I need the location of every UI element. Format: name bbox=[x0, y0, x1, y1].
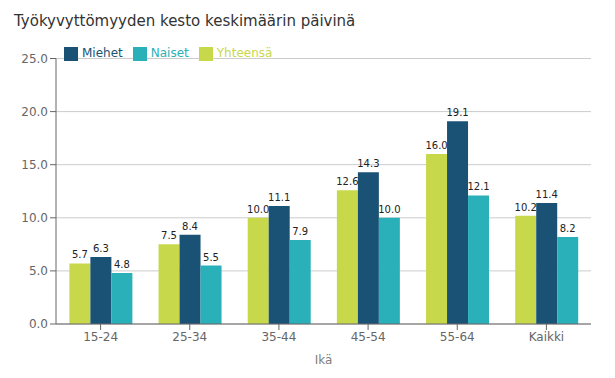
svg-text:5.7: 5.7 bbox=[72, 249, 88, 260]
svg-text:16.0: 16.0 bbox=[425, 140, 447, 151]
svg-text:11.1: 11.1 bbox=[268, 192, 290, 203]
svg-text:14.3: 14.3 bbox=[357, 158, 379, 169]
svg-text:Ikä: Ikä bbox=[315, 353, 333, 367]
html-text:Yhteensä: Yhteensä bbox=[216, 46, 273, 60]
svg-text:4.8: 4.8 bbox=[114, 259, 130, 270]
svg-text:7.5: 7.5 bbox=[161, 230, 177, 241]
svg-text:5.0: 5.0 bbox=[29, 264, 48, 278]
svg-text:10.0: 10.0 bbox=[247, 204, 269, 215]
svg-text:15.0: 15.0 bbox=[21, 158, 48, 172]
svg-text:20.0: 20.0 bbox=[21, 105, 48, 119]
svg-text:25.0: 25.0 bbox=[21, 52, 48, 66]
svg-text:12.1: 12.1 bbox=[467, 181, 489, 192]
html-text:Työkyvyttömyyden kesto keskimä: Työkyvyttömyyden kesto keskimäärin päivi… bbox=[14, 12, 356, 30]
svg-text:8.2: 8.2 bbox=[560, 223, 576, 234]
svg-text:10.0: 10.0 bbox=[378, 204, 400, 215]
svg-text:45-54: 45-54 bbox=[351, 330, 386, 344]
svg-text:8.4: 8.4 bbox=[182, 221, 198, 232]
svg-text:0.0: 0.0 bbox=[29, 317, 48, 331]
svg-text:7.9: 7.9 bbox=[292, 226, 308, 237]
html-text:Miehet: Miehet bbox=[82, 46, 123, 60]
svg-text:6.3: 6.3 bbox=[93, 243, 109, 254]
svg-text:10.2: 10.2 bbox=[515, 202, 537, 213]
svg-text:35-44: 35-44 bbox=[261, 330, 296, 344]
svg-text:Kaikki: Kaikki bbox=[529, 330, 565, 344]
svg-text:10.0: 10.0 bbox=[21, 211, 48, 225]
svg-text:25-34: 25-34 bbox=[172, 330, 207, 344]
svg-text:12.6: 12.6 bbox=[336, 176, 358, 187]
svg-text:55-64: 55-64 bbox=[440, 330, 475, 344]
svg-text:15-24: 15-24 bbox=[83, 330, 118, 344]
svg-text:19.1: 19.1 bbox=[446, 107, 468, 118]
html-text:Naiset: Naiset bbox=[150, 46, 189, 60]
svg-text:5.5: 5.5 bbox=[203, 252, 219, 263]
svg-text:11.4: 11.4 bbox=[536, 189, 558, 200]
